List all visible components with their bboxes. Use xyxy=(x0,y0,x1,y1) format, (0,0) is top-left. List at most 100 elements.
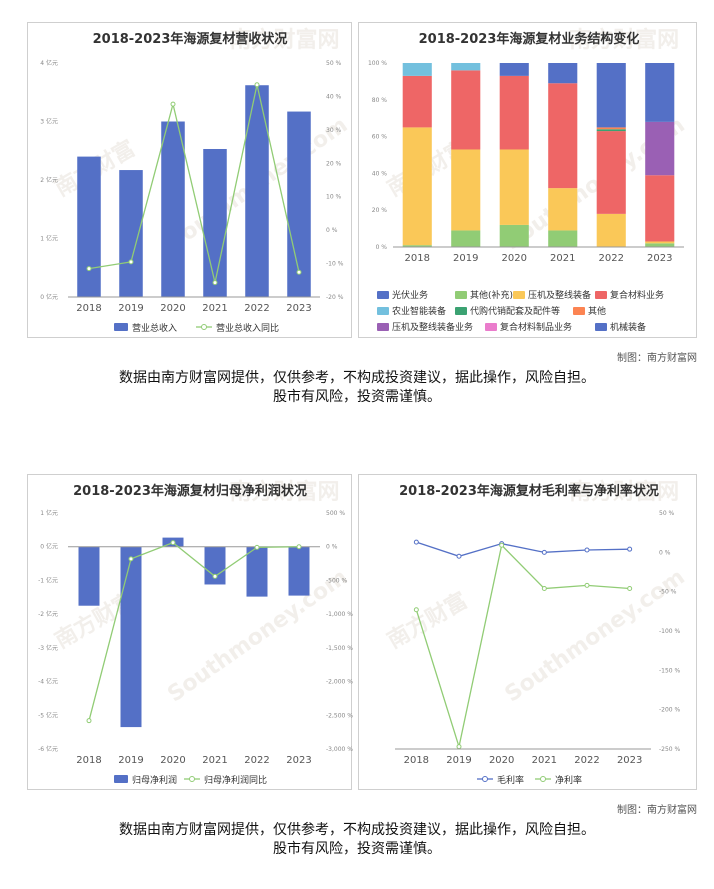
stacked-bar-segment xyxy=(596,129,626,132)
bar xyxy=(288,546,310,596)
legend-label: 压机及整线装备 xyxy=(528,289,591,301)
y-tick-label: 60 % xyxy=(372,134,388,141)
stacked-bar-segment xyxy=(596,127,626,130)
stacked-bar-segment xyxy=(645,241,675,244)
disclaimer-line-2: 股市有风险，投资需谨慎。 xyxy=(273,389,441,405)
y2-tick-label: -2,000 % xyxy=(326,679,353,686)
legend-label: 归母净利润 xyxy=(132,774,177,786)
bar xyxy=(78,546,100,606)
x-tick-label: 2022 xyxy=(244,303,269,314)
x-tick-label: 2019 xyxy=(446,755,471,766)
y2-tick-label: 0 % xyxy=(659,549,671,556)
y2-tick-label: 50 % xyxy=(659,510,675,517)
line-point xyxy=(456,553,462,559)
legend-label: 复合材料制品业务 xyxy=(500,321,572,333)
y-tick-label: 0 亿元 xyxy=(40,543,58,551)
bar xyxy=(245,85,269,297)
y2-tick-label: -2,500 % xyxy=(326,712,353,719)
disclaimer-line-1: 数据由南方财富网提供，仅供参考，不构成投资建议，据此操作，风险自担。 xyxy=(119,370,595,386)
y-tick-label: 80 % xyxy=(372,97,388,104)
legend-label: 其他(补充) xyxy=(470,289,513,301)
legend-swatch xyxy=(455,291,467,299)
series-line xyxy=(88,84,300,283)
chart-title: 2018-2023年海源复材归母净利润状况 xyxy=(73,483,307,499)
legend-swatch xyxy=(377,323,389,331)
legend-label: 毛利率 xyxy=(497,774,524,786)
x-tick-label: 2021 xyxy=(532,755,557,766)
line-point xyxy=(86,266,92,272)
line-point xyxy=(499,542,505,548)
bar xyxy=(120,546,142,728)
stacked-bar-segment xyxy=(402,75,432,128)
bar xyxy=(203,148,227,297)
y2-tick-label: -20 % xyxy=(326,294,344,301)
legend-swatch xyxy=(595,323,607,331)
x-tick-label: 2021 xyxy=(550,253,575,264)
legend-swatch xyxy=(540,776,546,782)
y2-tick-label: 40 % xyxy=(326,93,342,100)
y-tick-label: -6 亿元 xyxy=(38,745,58,753)
line-point xyxy=(413,607,419,613)
stacked-bar-segment xyxy=(596,213,626,247)
line-point xyxy=(86,718,92,724)
line-point xyxy=(128,259,134,265)
line-point xyxy=(627,586,633,592)
x-tick-label: 2023 xyxy=(647,253,672,264)
legend-swatch xyxy=(482,776,488,782)
stacked-bar-segment xyxy=(596,63,626,128)
y2-tick-label: -1,000 % xyxy=(326,611,353,618)
x-tick-label: 2019 xyxy=(118,755,143,766)
watermark-text: 南方财富网 xyxy=(569,479,679,505)
y2-tick-label: 0 % xyxy=(326,544,338,551)
line-point xyxy=(584,582,590,588)
y-tick-label: -5 亿元 xyxy=(38,711,58,719)
x-tick-label: 2018 xyxy=(76,755,101,766)
y-tick-label: 20 % xyxy=(372,207,388,214)
y2-tick-label: -1,500 % xyxy=(326,645,353,652)
line-point xyxy=(296,269,302,275)
y2-tick-label: -3,000 % xyxy=(326,746,353,753)
bar xyxy=(204,546,226,585)
stacked-bar-segment xyxy=(499,149,529,225)
x-tick-label: 2021 xyxy=(202,755,227,766)
line-point xyxy=(456,744,462,750)
stacked-bar-segment xyxy=(645,175,675,242)
x-tick-label: 2022 xyxy=(244,755,269,766)
x-tick-label: 2018 xyxy=(76,303,101,314)
y-tick-label: 1 亿元 xyxy=(40,235,58,243)
chart-credit: 制图：南方财富网 xyxy=(617,805,697,816)
series-line xyxy=(416,541,630,557)
legend-swatch xyxy=(201,324,207,330)
bar xyxy=(119,170,143,297)
x-tick-label: 2023 xyxy=(617,755,642,766)
watermark-text: 南方财富网 xyxy=(230,479,340,505)
net-profit-chart-panel: 南方财富网 南方财富 Southmoney.com 2018-2023年海源复材归母净… xyxy=(27,474,353,790)
disclaimer-line-2: 股市有风险，投资需谨慎。 xyxy=(273,841,441,857)
y2-tick-label: 20 % xyxy=(326,160,342,167)
x-tick-label: 2020 xyxy=(160,755,185,766)
x-tick-label: 2020 xyxy=(489,755,514,766)
stacked-bar-segment xyxy=(402,245,432,247)
stacked-bar-segment xyxy=(499,224,529,247)
y2-tick-label: -200 % xyxy=(659,707,681,714)
line-point xyxy=(541,549,547,555)
disclaimer-line-1: 数据由南方财富网提供，仅供参考，不构成投资建议，据此操作，风险自担。 xyxy=(119,822,595,838)
y-tick-label: 40 % xyxy=(372,170,388,177)
revenue-chart: 南方财富网南方财富Southmoney.com2018-2023年海源复材营收状… xyxy=(40,27,352,334)
legend-label: 归母净利润同比 xyxy=(204,774,267,786)
legend-label: 净利率 xyxy=(555,774,582,786)
stacked-bar-segment xyxy=(499,63,529,76)
y2-tick-label: 0 % xyxy=(326,227,338,234)
y-tick-label: -2 亿元 xyxy=(38,610,58,618)
y-tick-label: -4 亿元 xyxy=(38,678,58,686)
legend-swatch xyxy=(114,323,128,331)
y2-tick-label: 30 % xyxy=(326,127,342,134)
x-tick-label: 2021 xyxy=(202,303,227,314)
watermark-text: 南方财富网 xyxy=(230,27,340,53)
stacked-bar-segment xyxy=(402,63,432,76)
y-tick-label: -1 亿元 xyxy=(38,576,58,584)
y-tick-label: 2 亿元 xyxy=(40,176,58,184)
x-tick-label: 2020 xyxy=(160,303,185,314)
